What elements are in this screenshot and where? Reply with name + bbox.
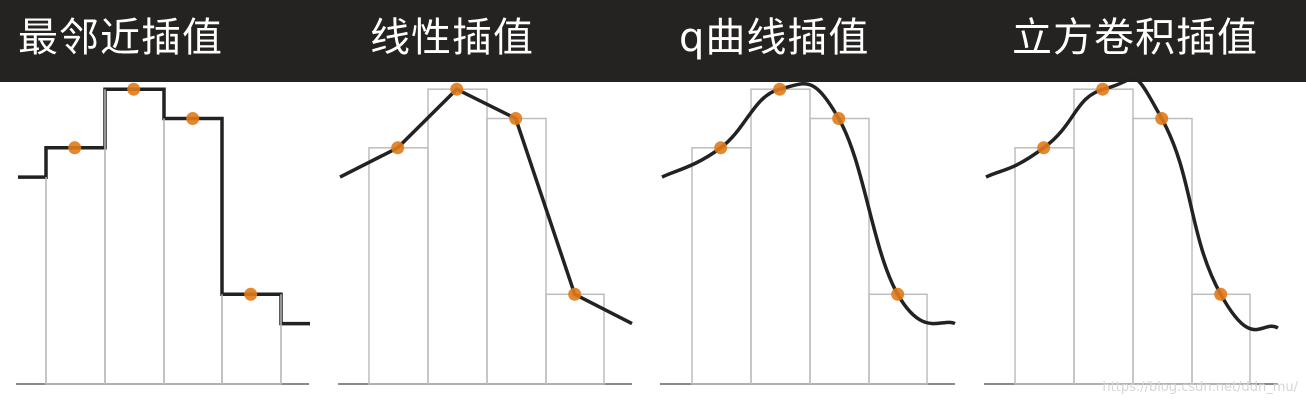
sample-point-0-3: [244, 288, 257, 301]
bar-cell-0-3: [222, 294, 281, 384]
sample-point-1-3: [568, 288, 581, 301]
sample-point-0-2: [186, 112, 199, 125]
sample-point-2-1: [773, 83, 786, 96]
bar-cell-2-1: [751, 89, 810, 384]
sample-point-2-0: [714, 141, 727, 154]
bar-cell-3-2: [1133, 119, 1192, 385]
bar-cell-0-2: [164, 119, 222, 385]
bar-cell-2-0: [692, 148, 751, 384]
sample-point-0-0: [68, 141, 81, 154]
sample-point-1-0: [391, 141, 404, 154]
sample-point-0-1: [127, 83, 140, 96]
linear-curve: [340, 89, 632, 323]
sample-point-3-1: [1096, 83, 1109, 96]
sample-point-3-2: [1155, 112, 1168, 125]
bar-cell-0-0: [46, 148, 105, 384]
sample-point-3-3: [1214, 288, 1227, 301]
q-curve: [662, 84, 955, 324]
bar-cell-0-1: [105, 89, 164, 384]
bar-cell-2-3: [869, 294, 927, 384]
sample-point-3-0: [1037, 141, 1050, 154]
bar-cell-1-2: [487, 119, 546, 385]
sample-point-2-3: [891, 288, 904, 301]
bar-cell-3-3: [1192, 294, 1250, 384]
cubic-curve: [986, 78, 1278, 329]
bar-cell-3-1: [1074, 89, 1133, 384]
bar-cell-1-3: [546, 294, 604, 384]
watermark-text: https://blog.csdn.net/ddn_mu/: [1102, 380, 1298, 395]
bar-cell-2-2: [810, 119, 869, 385]
sample-point-2-2: [832, 112, 845, 125]
sample-point-1-2: [509, 112, 522, 125]
bar-cell-1-0: [369, 148, 428, 384]
bar-cell-3-0: [1015, 148, 1074, 384]
bar-cell-1-1: [428, 89, 487, 384]
sample-point-1-1: [450, 83, 463, 96]
